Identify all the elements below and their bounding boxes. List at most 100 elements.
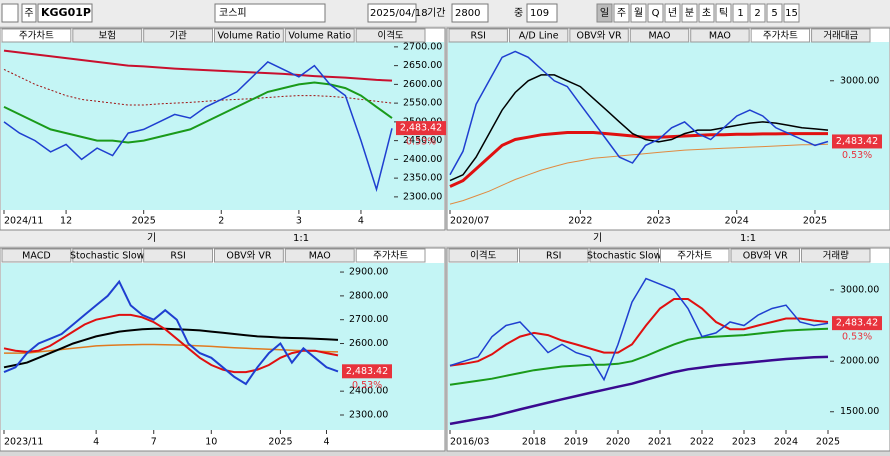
- tab-label: 거래량: [823, 250, 849, 262]
- tab-label: RSI: [170, 251, 185, 262]
- tab-label: OBV와 VR: [226, 250, 271, 262]
- period-button-label: 5: [771, 8, 777, 19]
- tab[interactable]: [448, 28, 508, 43]
- tab-label: 보험: [99, 31, 116, 42]
- pane-tool[interactable]: 기: [147, 232, 156, 244]
- x-tick-label: 2024/11: [4, 216, 43, 227]
- period-button-label: 2: [754, 8, 760, 19]
- period-button[interactable]: [698, 3, 715, 23]
- x-tick-label: 2020/07: [450, 216, 489, 227]
- period-button[interactable]: [681, 3, 698, 23]
- x-tick-label: 4: [323, 437, 329, 448]
- price-label: 2,483.42: [400, 123, 442, 134]
- tab[interactable]: [448, 248, 518, 263]
- period-box[interactable]: [451, 3, 489, 23]
- x-tick-label: 2023: [732, 437, 756, 448]
- period-button[interactable]: [596, 3, 613, 23]
- x-tick-label: 2019: [564, 437, 588, 448]
- tab[interactable]: [730, 248, 800, 263]
- pane-tool[interactable]: 1:1: [293, 233, 309, 244]
- tab[interactable]: [519, 248, 589, 263]
- y-tick-label: 2550.00: [403, 98, 442, 109]
- tab[interactable]: [750, 28, 811, 43]
- pane-tool[interactable]: 기: [593, 232, 602, 244]
- x-tick-label: 7: [151, 437, 157, 448]
- y-tick-label: 3000.00: [840, 75, 879, 86]
- price-marker: [396, 121, 446, 136]
- tab[interactable]: [811, 28, 871, 43]
- period-button-label: 분: [685, 7, 694, 19]
- period-button[interactable]: [664, 3, 681, 23]
- tab[interactable]: [569, 28, 629, 43]
- x-tick-label: 2024: [774, 437, 798, 448]
- period-button[interactable]: [749, 3, 766, 23]
- tab-label: 기관: [169, 31, 187, 42]
- period-button[interactable]: [647, 3, 664, 23]
- tab-label: OBV와 VR: [743, 250, 788, 262]
- tab[interactable]: [508, 28, 569, 43]
- tab-label: RSI: [546, 251, 561, 262]
- tab[interactable]: [801, 248, 871, 263]
- price-label: 2,483.42: [836, 136, 878, 147]
- tab[interactable]: [629, 28, 690, 43]
- code-box[interactable]: [37, 3, 93, 23]
- tab-label: MACD: [22, 251, 50, 262]
- tab-label: Volume Ratio: [218, 31, 281, 42]
- tab[interactable]: [284, 28, 355, 43]
- tab[interactable]: [589, 248, 659, 263]
- name-box[interactable]: [214, 3, 326, 23]
- series-line: [3, 81, 393, 144]
- button[interactable]: [1, 3, 19, 23]
- code: KGG01P: [41, 6, 91, 19]
- tab[interactable]: [72, 28, 143, 43]
- series-line: [449, 50, 829, 176]
- y-tick-label: 2000.00: [840, 356, 879, 367]
- tab-label: 이격도: [470, 250, 496, 262]
- x-tick-label: 2022: [568, 216, 592, 227]
- x-tick-label: 2025: [132, 216, 156, 227]
- tab-label: RSI: [470, 31, 485, 42]
- tab[interactable]: [214, 248, 284, 263]
- tab[interactable]: [72, 248, 143, 263]
- y-tick-label: 1500.00: [840, 406, 879, 417]
- y-tick-label: 2450.00: [403, 135, 442, 146]
- series-line: [3, 279, 339, 386]
- tab[interactable]: [355, 28, 426, 43]
- pane-tool[interactable]: 1:1: [740, 233, 756, 244]
- tab-label: A/D Line: [519, 31, 559, 42]
- y-tick-label: 2700.00: [403, 41, 442, 52]
- tab[interactable]: [660, 248, 730, 263]
- period-button[interactable]: [732, 3, 749, 23]
- period-button[interactable]: [613, 3, 630, 23]
- x-tick-label: 3: [296, 216, 302, 227]
- tab[interactable]: [143, 248, 214, 263]
- series-line: [3, 327, 339, 369]
- mid-box[interactable]: [526, 3, 558, 23]
- y-tick-label: 2300.00: [349, 409, 388, 420]
- tab-label: Stochastic Slow: [70, 251, 145, 262]
- period-button[interactable]: [766, 3, 783, 23]
- date: 2025/04/18: [370, 8, 428, 19]
- x-tick-label: 2023: [646, 216, 670, 227]
- tab[interactable]: [355, 248, 426, 263]
- period-button[interactable]: [783, 3, 800, 23]
- period-button[interactable]: [630, 3, 647, 23]
- tab[interactable]: [1, 28, 72, 43]
- date-box[interactable]: [367, 3, 417, 23]
- tab[interactable]: [690, 28, 750, 43]
- x-tick-label: 2024: [725, 216, 749, 227]
- tab[interactable]: [214, 28, 284, 43]
- series-line: [3, 60, 393, 193]
- unit-box[interactable]: [21, 3, 37, 23]
- mid: 109: [530, 8, 549, 19]
- y-tick-label: 2300.00: [403, 191, 442, 202]
- y-tick-label: 2400.00: [349, 386, 388, 397]
- series-line: [449, 327, 829, 386]
- tab[interactable]: [1, 248, 72, 263]
- x-tick-label: 2025: [803, 216, 827, 227]
- series-line: [449, 298, 829, 367]
- tab[interactable]: [143, 28, 214, 43]
- tab-label: 이격도: [377, 30, 403, 42]
- tab[interactable]: [284, 248, 355, 263]
- period-button[interactable]: [715, 3, 732, 23]
